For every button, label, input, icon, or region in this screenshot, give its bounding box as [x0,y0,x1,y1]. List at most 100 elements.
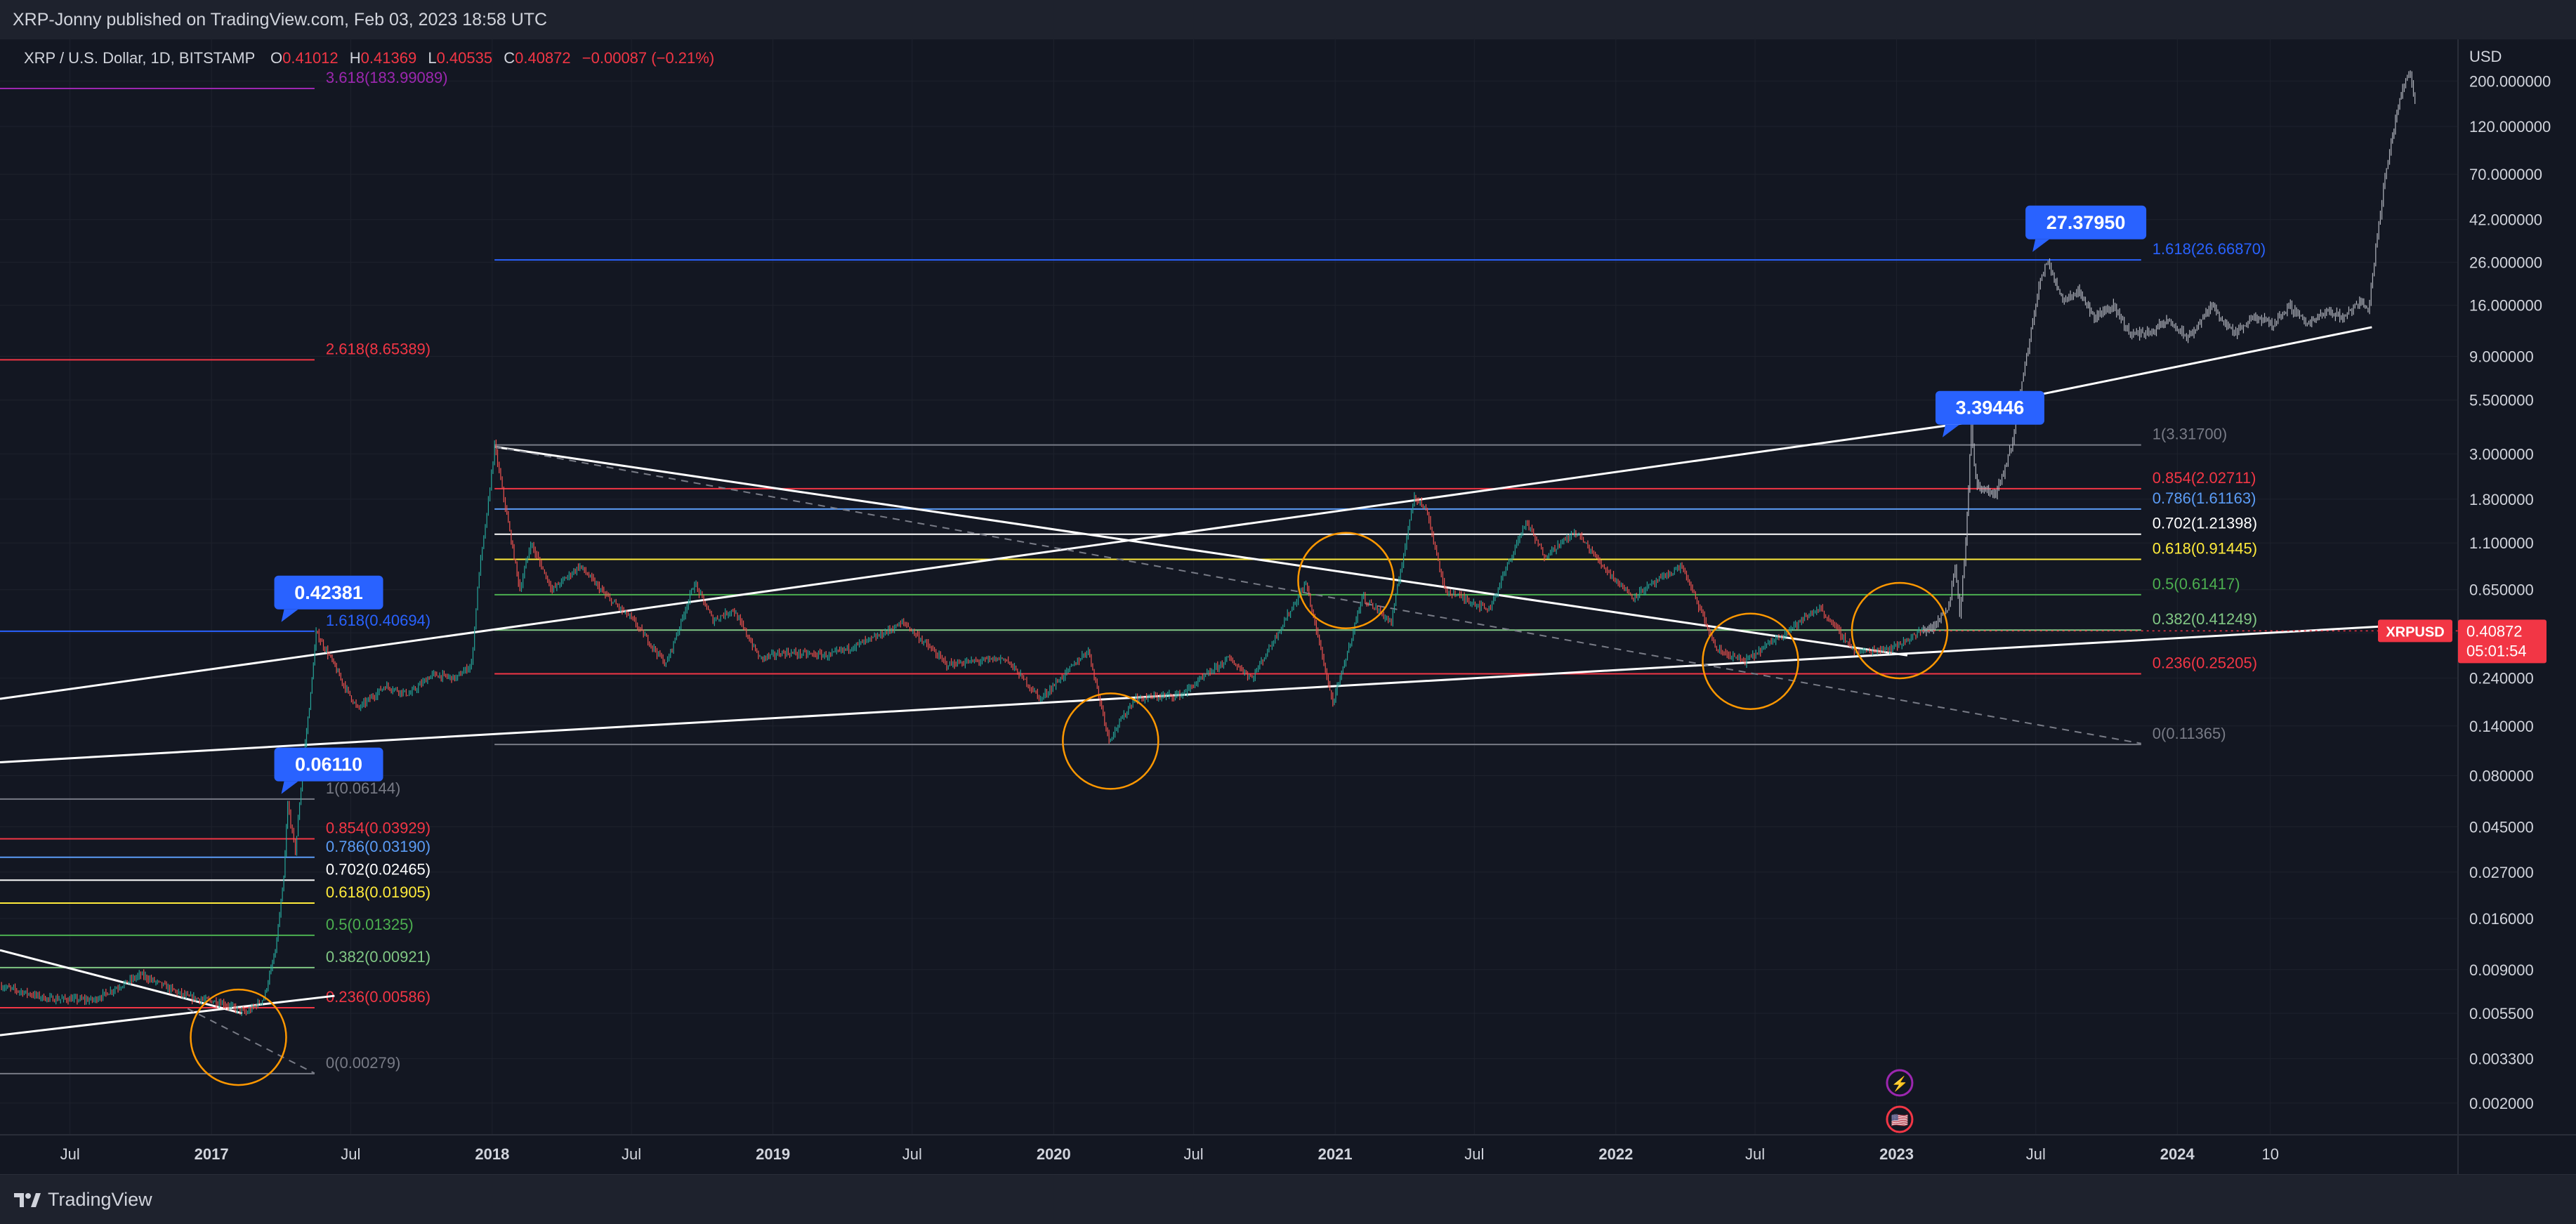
publish-info: XRP-Jonny published on TradingView.com, … [13,10,548,29]
fib-level-label: 0.854(2.02711) [2153,469,2256,487]
trendline[interactable] [0,421,1973,700]
highlight-circle[interactable] [1851,581,1949,680]
x-tick-label: 2024 [2160,1145,2195,1163]
y-tick-label: 0.005500 [2469,1005,2534,1022]
y-tick-label: 0.016000 [2469,910,2534,928]
fib-level-label: 0.5(0.61417) [2153,575,2240,593]
y-tick-label: 5.500000 [2469,392,2534,409]
fib-level-label: 0.236(0.25205) [2153,654,2257,671]
event-icon-ring [1886,1069,1914,1097]
highlight-circle[interactable] [190,988,287,1086]
fib-retracements[interactable]: 1(0.06144) 0.854(0.03929) 0.786(0.03190) 0.… [0,69,2266,1074]
publish-header: XRP-Jonny published on TradingView.com, … [0,0,2576,40]
y-tick-label: 1.100000 [2469,534,2534,552]
callout-pointer [1942,424,1959,437]
lightning-icon[interactable]: ⚡ [1886,1069,1914,1097]
close-label: C [504,49,515,67]
y-tick-label: 0.002000 [2469,1095,2534,1112]
highlight-circles[interactable] [190,532,1949,1086]
symbol-legend[interactable]: XRP / U.S. Dollar, 1D, BITSTAMP O0.41012… [24,49,714,67]
y-tick-label: 16.000000 [2469,297,2542,315]
callout-pointer [2032,239,2050,252]
fib-level-label: 0(0.00279) [326,1054,400,1072]
tradingview-icon [14,1192,41,1207]
fib-level-label: 0.236(0.00586) [326,988,431,1006]
y-tick-label: 42.000000 [2469,211,2542,229]
x-tick-label: 2022 [1598,1145,1633,1163]
y-tick-label: 120.000000 [2469,118,2551,136]
fib-level-label: 0.382(0.41249) [2153,610,2257,628]
fib-level-label: 0.5(0.01325) [326,916,414,933]
event-icon-ring [1886,1105,1914,1133]
callout-label: 0.06110 [295,754,362,775]
chart-background [0,39,2576,1174]
callout-label: 27.37950 [2046,212,2126,233]
callout-pointer [281,781,298,794]
fib-level-label: 1.618(26.66870) [2153,240,2266,258]
y-tick-label: 0.009000 [2469,961,2534,979]
callout-box[interactable] [2025,205,2147,239]
symbol-name: XRP / U.S. Dollar, 1D, BITSTAMP [24,49,255,67]
axes[interactable]: USD 200.000000 120.000000 70.000000 42.0000… [0,39,2576,1174]
trendline[interactable] [0,949,243,1015]
us-flag-icon[interactable]: 🇺🇸 [1886,1105,1914,1133]
y-tick-label: 9.000000 [2469,348,2534,365]
event-icons[interactable]: ⚡ 🇺🇸 [1886,1069,1914,1133]
change-value: −0.00087 (−0.21%) [582,49,714,67]
event-icon-glyph: ⚡ [1891,1075,1908,1092]
x-tick-label: Jul [1464,1145,1484,1163]
fib-level-label: 0.786(1.61163) [2153,489,2256,507]
trendline[interactable] [494,445,1908,657]
low-value: 0.40535 [437,49,493,67]
tradingview-logo[interactable]: TradingView [13,1189,152,1211]
highlight-circle[interactable] [1297,532,1395,630]
open-label: O [270,49,282,67]
fib-level-label: 1(0.06144) [326,779,400,797]
y-tick-label: 26.000000 [2469,254,2542,271]
price-tag [2458,619,2547,664]
price-tag-countdown: 05:01:54 [2466,642,2527,659]
callout-box[interactable] [274,575,383,610]
footer-bar: TradingView [0,1174,2576,1224]
x-tick-label: Jul [1745,1145,1765,1163]
x-tick-label: Jul [2026,1145,2046,1163]
y-tick-label: 0.140000 [2469,718,2534,735]
x-tick-label: 2018 [475,1145,509,1163]
price-chart[interactable]: 1(0.06144) 0.854(0.03929) 0.786(0.03190) 0.… [0,39,2576,1174]
fib-level-label: 1.618(0.40694) [326,612,431,629]
fib-level-label: 0.702(0.02465) [326,860,431,878]
close-value: 0.40872 [515,49,571,67]
fib-level-label: 0.702(1.21398) [2153,515,2257,532]
trendline[interactable] [494,446,2141,744]
x-tick-label: Jul [341,1145,360,1163]
candles [1,70,2416,1016]
price-tag-value: 0.40872 [2466,622,2523,640]
callout-label: 0.42381 [294,582,363,603]
callout-label: 3.39446 [1956,397,2025,419]
fib-level-label: 3.618(183.99089) [326,69,448,86]
highlight-circle[interactable] [1062,692,1159,790]
y-tick-label: 0.045000 [2469,818,2534,836]
fib-level-label: 2.618(8.65389) [326,340,431,357]
currency-label: USD [2469,48,2502,65]
x-tick-label: Jul [1184,1145,1204,1163]
trendline[interactable] [0,623,2419,764]
fib-level-label: 0.786(0.03190) [326,838,431,855]
callout-box[interactable] [1935,390,2044,425]
x-tick-label: 2021 [1318,1145,1353,1163]
highlight-circle[interactable] [1702,612,1799,710]
grid [0,39,2458,1135]
trendline[interactable] [187,1008,315,1074]
callout-box[interactable] [274,747,383,782]
fib-level-label: 0.382(0.00921) [326,948,431,966]
fib-level-label: 1(3.31700) [2153,426,2227,443]
trendline[interactable] [0,994,335,1037]
x-tick-label: Jul [60,1145,80,1163]
trendlines[interactable] [0,326,2419,1074]
y-tick-label: 0.650000 [2469,581,2534,599]
price-callouts[interactable]: 0.42381 0.06110 3.39446 27.37950 [274,205,2147,794]
fib-level-label: 0.854(0.03929) [326,819,431,836]
x-tick-label: 10 [2262,1145,2279,1163]
y-tick-label: 1.800000 [2469,491,2534,508]
y-tick-label: 0.003300 [2469,1051,2534,1068]
